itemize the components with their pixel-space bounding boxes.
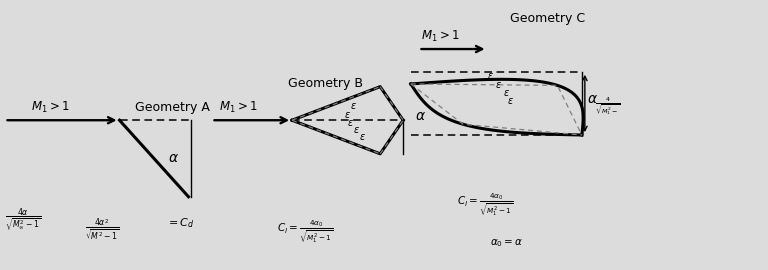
Text: $\frac{4\alpha}{\sqrt{M_{\infty}^{2}-1}}$: $\frac{4\alpha}{\sqrt{M_{\infty}^{2}-1}}… (5, 206, 41, 233)
Text: $\epsilon$: $\epsilon$ (349, 102, 356, 112)
Text: $\frac{4}{\sqrt{M_1^{2}-}}$: $\frac{4}{\sqrt{M_1^{2}-}}$ (595, 95, 621, 117)
Text: $\epsilon$: $\epsilon$ (495, 80, 502, 90)
Text: $C_l = \frac{4\alpha_0}{\sqrt{M_1^{2}-1}}$: $C_l = \frac{4\alpha_0}{\sqrt{M_1^{2}-1}… (457, 191, 513, 218)
Text: $\epsilon$: $\epsilon$ (344, 110, 351, 120)
Text: $\alpha_0 = \alpha$: $\alpha_0 = \alpha$ (490, 237, 523, 249)
Text: $\alpha$: $\alpha$ (415, 109, 425, 123)
Text: $M_1 > 1$: $M_1 > 1$ (219, 100, 258, 115)
Text: $C_l = \frac{4\alpha_0}{\sqrt{M_1^{2}-1}}$: $C_l = \frac{4\alpha_0}{\sqrt{M_1^{2}-1}… (276, 218, 333, 245)
Text: $\epsilon$: $\epsilon$ (488, 70, 495, 80)
Text: $\epsilon$: $\epsilon$ (503, 88, 510, 98)
Text: Geometry C: Geometry C (510, 12, 585, 25)
Text: $\epsilon$: $\epsilon$ (359, 132, 366, 142)
Text: $\epsilon$: $\epsilon$ (347, 118, 354, 128)
Text: Geometry B: Geometry B (288, 77, 363, 90)
Text: $M_1 > 1$: $M_1 > 1$ (421, 29, 459, 44)
Text: $\frac{4\alpha^{2}}{\sqrt{M^{2}-1}}$: $\frac{4\alpha^{2}}{\sqrt{M^{2}-1}}$ (85, 218, 119, 243)
Text: $\epsilon$: $\epsilon$ (353, 125, 360, 135)
Text: $\alpha$: $\alpha$ (168, 151, 179, 165)
Text: $\epsilon$: $\epsilon$ (507, 96, 514, 106)
Text: Geometry A: Geometry A (135, 101, 210, 114)
Text: $M_1 > 1$: $M_1 > 1$ (31, 100, 70, 115)
Text: $= C_d$: $= C_d$ (166, 216, 194, 230)
Text: $\alpha$: $\alpha$ (588, 92, 598, 106)
